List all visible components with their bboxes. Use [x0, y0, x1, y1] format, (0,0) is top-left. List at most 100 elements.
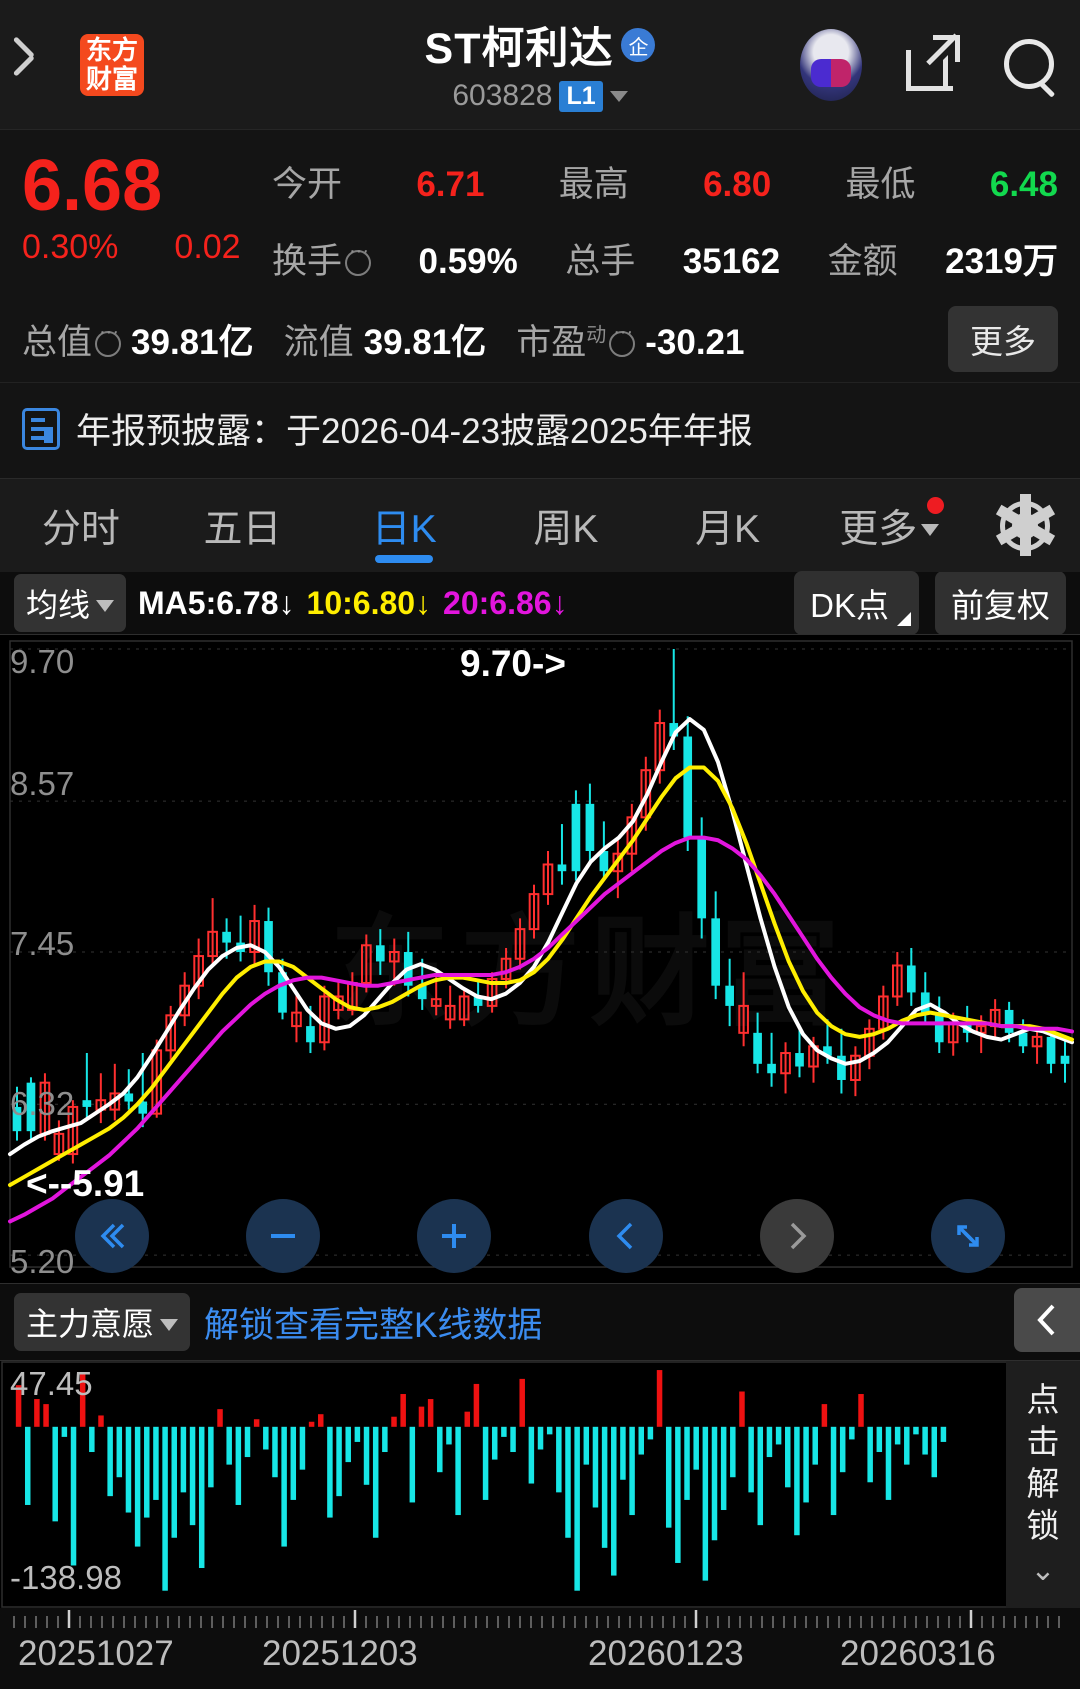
- low-annotation: <--5.91: [26, 1163, 145, 1204]
- chart-period-tabs: 分时 五日 日K 周K 月K 更多: [0, 478, 1080, 572]
- chevron-down-icon: [921, 523, 940, 536]
- stock-code: 603828: [452, 79, 553, 112]
- candlestick-svg: [8, 640, 1074, 1268]
- lock-char-3: 锁: [1026, 1507, 1060, 1544]
- pan-left-button[interactable]: [588, 1199, 663, 1273]
- indicator-top-value: 47.45: [10, 1365, 93, 1402]
- chevron-down-icon: [96, 600, 115, 612]
- indicator-bars-svg: [1, 1361, 1079, 1608]
- stats-row-1: 今开 6.71 最高 6.80 最低 6.48: [272, 156, 1058, 207]
- x-axis: 20251027 20251203 20260123 20260316: [0, 1608, 1080, 1689]
- lock-char-0: 点: [1026, 1381, 1060, 1418]
- chevron-down-icon: [160, 1319, 179, 1331]
- stats-row-3: 总值 39.81亿 流值 39.81亿 市盈动 -30.21 更多: [22, 306, 1058, 372]
- document-icon: [22, 407, 60, 450]
- notice-text: 年报预披露：于2026-04-23披露2025年年报: [76, 412, 753, 451]
- open-label: 今开: [272, 165, 343, 204]
- volume-label: 总手: [565, 242, 636, 281]
- amount-value: 2319万: [945, 242, 1058, 281]
- y-axis-label-2: 7.45: [10, 925, 75, 962]
- brand-logo-line1: 东方: [85, 34, 138, 65]
- tab-more[interactable]: 更多: [808, 479, 970, 573]
- ma10-value: 10:6.80↓: [306, 584, 432, 621]
- x-label-2: 20260123: [588, 1634, 744, 1673]
- stats-row-2: 换手 0.59% 总手 35162 金额 2319万: [272, 233, 1058, 284]
- amount-label: 金额: [827, 242, 898, 281]
- ai-avatar-icon[interactable]: [800, 29, 862, 101]
- total-cap-label: 总值: [22, 314, 122, 365]
- ma20-value: 20:6.86↓: [443, 584, 568, 621]
- tab-monthly-k[interactable]: 月K: [695, 507, 761, 551]
- low-value: 6.48: [989, 165, 1058, 204]
- back-chevron-icon: [27, 42, 53, 88]
- stats-column: 今开 6.71 最高 6.80 最低 6.48 换手 0.59% 总手 3516…: [272, 144, 1058, 284]
- info-icon[interactable]: [345, 240, 372, 276]
- ma5-value: MA5:6.78↓: [138, 584, 295, 621]
- chevron-down-icon: ⌄: [1030, 1554, 1056, 1587]
- fullscreen-button[interactable]: [931, 1199, 1006, 1273]
- info-icon[interactable]: [95, 321, 122, 357]
- x-axis-ticks: [13, 1610, 1060, 1628]
- open-value: 6.71: [416, 165, 485, 204]
- tab-fenshi[interactable]: 分时: [41, 507, 120, 551]
- moving-average-bar: 均线 MA5:6.78↓ 10:6.80↓ 20:6.86↓ DK点 前复权: [0, 571, 1080, 635]
- settings-button[interactable]: [970, 493, 1080, 556]
- chevron-down-icon[interactable]: [609, 90, 628, 102]
- low-label: 最低: [845, 165, 916, 204]
- high-value: 6.80: [703, 165, 772, 204]
- notification-dot: [927, 496, 945, 514]
- float-cap-value: 39.81亿: [363, 322, 487, 362]
- info-icon[interactable]: [609, 321, 636, 357]
- last-price: 6.68: [22, 146, 163, 226]
- unlock-sidebar[interactable]: 点 击 解 锁 ⌄: [1006, 1361, 1080, 1608]
- zoom-in-button[interactable]: [417, 1199, 492, 1273]
- annual-report-notice[interactable]: 年报预披露：于2026-04-23披露2025年年报: [0, 383, 1080, 478]
- jump-start-button[interactable]: [74, 1199, 149, 1273]
- tab-daily-k[interactable]: 日K: [323, 479, 485, 573]
- y-axis-label-1: 8.57: [10, 765, 75, 802]
- level-badge[interactable]: L1: [559, 80, 603, 112]
- unlock-link[interactable]: 解锁查看完整K线数据: [204, 1305, 543, 1345]
- chart-controls: [0, 1199, 1080, 1273]
- lock-char-1: 击: [1026, 1423, 1060, 1460]
- ma-selector[interactable]: 均线: [14, 574, 127, 632]
- share-icon[interactable]: [906, 35, 960, 91]
- indicator-bottom-value: -138.98: [10, 1559, 122, 1596]
- collapse-panel-button[interactable]: [1014, 1288, 1080, 1352]
- float-cap-label: 流值: [283, 322, 354, 362]
- total-cap-value: 39.81亿: [131, 322, 254, 362]
- more-button[interactable]: 更多: [948, 306, 1058, 372]
- header-actions: [800, 0, 1058, 130]
- high-label: 最高: [558, 165, 629, 204]
- pe-label: 市盈动: [516, 314, 636, 365]
- lock-char-2: 解: [1026, 1465, 1060, 1502]
- chevron-left-icon: [1037, 1304, 1055, 1336]
- back-button[interactable]: [0, 42, 80, 88]
- stock-name: ST柯利达: [424, 25, 614, 73]
- y-axis-label-0: 9.70: [10, 643, 75, 680]
- zoom-out-button[interactable]: [245, 1199, 320, 1273]
- quote-panel: 6.68 0.30% 0.02 今开 6.71 最高 6.80 最低 6.48 …: [0, 130, 1080, 383]
- search-icon[interactable]: [1002, 37, 1058, 93]
- x-label-3: 20260316: [840, 1634, 996, 1673]
- change-percent: 0.30%: [22, 228, 119, 266]
- pan-right-button[interactable]: [759, 1199, 834, 1273]
- indicator-chart[interactable]: 47.45 -138.98 点 击 解 锁 ⌄: [0, 1360, 1080, 1608]
- volume-value: 35162: [682, 242, 781, 281]
- tab-wuri[interactable]: 五日: [203, 507, 282, 551]
- indicator-panel-bar: 主力意愿 解锁查看完整K线数据: [0, 1284, 1080, 1360]
- indicator-selector[interactable]: 主力意愿: [14, 1293, 191, 1351]
- adjust-type-button[interactable]: 前复权: [935, 571, 1066, 635]
- x-label-0: 20251027: [18, 1634, 174, 1673]
- y-axis-label-3: 6.32: [10, 1085, 75, 1122]
- turnover-value: 0.59%: [418, 242, 518, 281]
- x-label-1: 20251203: [262, 1634, 418, 1673]
- turnover-label: 换手: [272, 233, 372, 284]
- eastmoney-logo[interactable]: 东方 财富: [80, 33, 144, 96]
- tab-weekly-k[interactable]: 周K: [533, 507, 599, 551]
- company-badge[interactable]: 企: [621, 28, 656, 62]
- app-header: 东方 财富 ST柯利达 企 603828 L1: [0, 0, 1080, 130]
- dk-point-button[interactable]: DK点: [794, 571, 919, 635]
